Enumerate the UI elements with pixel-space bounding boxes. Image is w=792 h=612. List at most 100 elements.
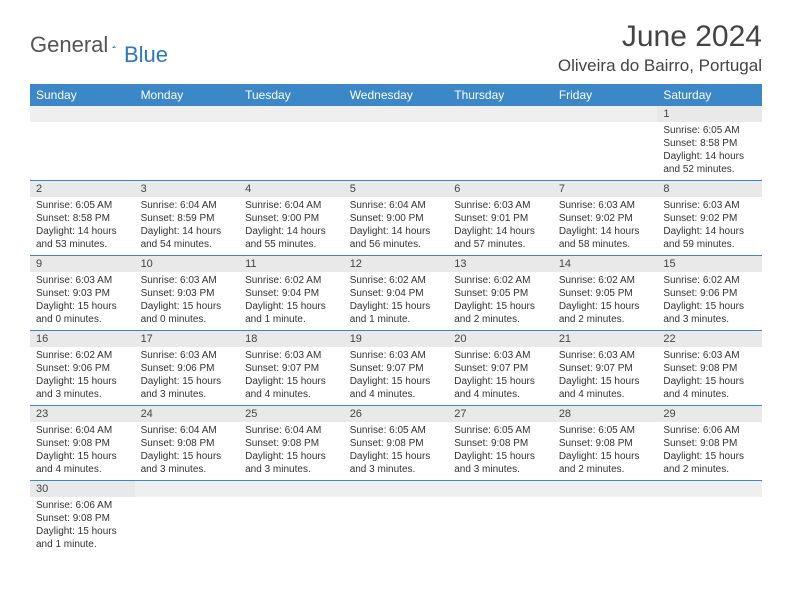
daylight-text: Daylight: 15 hours and 1 minute. [245,300,338,326]
day-details: Sunrise: 6:06 AMSunset: 9:08 PMDaylight:… [657,422,762,480]
day-details: Sunrise: 6:03 AMSunset: 9:02 PMDaylight:… [553,197,658,255]
day-number: 28 [553,406,658,422]
daylight-text: Daylight: 15 hours and 4 minutes. [36,450,129,476]
calendar-day-cell [448,481,553,556]
day-number [553,106,658,122]
day-number: 26 [344,406,449,422]
day-number [344,481,449,497]
day-number: 27 [448,406,553,422]
daylight-text: Daylight: 15 hours and 4 minutes. [663,375,756,401]
daylight-text: Daylight: 15 hours and 4 minutes. [454,375,547,401]
day-details: Sunrise: 6:04 AMSunset: 9:08 PMDaylight:… [239,422,344,480]
calendar-week-row: 30Sunrise: 6:06 AMSunset: 9:08 PMDayligh… [30,481,762,556]
calendar-day-cell: 5Sunrise: 6:04 AMSunset: 9:00 PMDaylight… [344,181,449,256]
sunrise-text: Sunrise: 6:05 AM [454,424,547,437]
calendar-day-cell: 16Sunrise: 6:02 AMSunset: 9:06 PMDayligh… [30,331,135,406]
logo-text-blue: Blue [124,42,168,68]
sunrise-text: Sunrise: 6:04 AM [350,199,443,212]
sunset-text: Sunset: 8:58 PM [36,212,129,225]
sunset-text: Sunset: 9:02 PM [559,212,652,225]
day-number: 11 [239,256,344,272]
calendar-day-cell [239,106,344,181]
sunrise-text: Sunrise: 6:03 AM [350,349,443,362]
daylight-text: Daylight: 14 hours and 57 minutes. [454,225,547,251]
sunset-text: Sunset: 9:05 PM [454,287,547,300]
day-number: 19 [344,331,449,347]
day-number: 7 [553,181,658,197]
day-details: Sunrise: 6:02 AMSunset: 9:06 PMDaylight:… [657,272,762,330]
sunset-text: Sunset: 9:08 PM [663,437,756,450]
day-number [135,106,240,122]
day-number [135,481,240,497]
day-number: 4 [239,181,344,197]
day-number: 2 [30,181,135,197]
weekday-header: Thursday [448,84,553,106]
day-number [657,481,762,497]
logo-text-general: General [30,32,108,58]
day-number: 9 [30,256,135,272]
calendar-day-cell: 26Sunrise: 6:05 AMSunset: 9:08 PMDayligh… [344,406,449,481]
daylight-text: Daylight: 15 hours and 3 minutes. [141,450,234,476]
day-details: Sunrise: 6:04 AMSunset: 8:59 PMDaylight:… [135,197,240,255]
day-number: 21 [553,331,658,347]
sunrise-text: Sunrise: 6:03 AM [663,349,756,362]
sunset-text: Sunset: 9:05 PM [559,287,652,300]
sunrise-text: Sunrise: 6:03 AM [141,274,234,287]
sunset-text: Sunset: 9:02 PM [663,212,756,225]
day-number: 12 [344,256,449,272]
day-details: Sunrise: 6:04 AMSunset: 9:00 PMDaylight:… [239,197,344,255]
sunset-text: Sunset: 9:07 PM [454,362,547,375]
daylight-text: Daylight: 15 hours and 0 minutes. [141,300,234,326]
calendar-day-cell: 17Sunrise: 6:03 AMSunset: 9:06 PMDayligh… [135,331,240,406]
day-number [448,106,553,122]
day-number [30,106,135,122]
daylight-text: Daylight: 14 hours and 56 minutes. [350,225,443,251]
calendar-day-cell: 22 Sunrise: 6:03 AMSunset: 9:08 PMDayligh… [657,331,762,406]
calendar-day-cell: 19Sunrise: 6:03 AMSunset: 9:07 PMDayligh… [344,331,449,406]
sunset-text: Sunset: 9:00 PM [350,212,443,225]
sunset-text: Sunset: 8:58 PM [663,137,756,150]
daylight-text: Daylight: 14 hours and 53 minutes. [36,225,129,251]
sunrise-text: Sunrise: 6:04 AM [245,424,338,437]
sail-icon [112,35,116,53]
sunrise-text: Sunrise: 6:02 AM [559,274,652,287]
sunrise-text: Sunrise: 6:03 AM [245,349,338,362]
day-number: 22 [657,331,762,347]
calendar-week-row: 2Sunrise: 6:05 AMSunset: 8:58 PMDaylight… [30,181,762,256]
day-number: 14 [553,256,658,272]
sunset-text: Sunset: 9:06 PM [36,362,129,375]
calendar-day-cell [553,481,658,556]
sunset-text: Sunset: 9:08 PM [36,437,129,450]
daylight-text: Daylight: 15 hours and 3 minutes. [141,375,234,401]
daylight-text: Daylight: 15 hours and 4 minutes. [350,375,443,401]
sunrise-text: Sunrise: 6:02 AM [454,274,547,287]
day-details: Sunrise: 6:02 AMSunset: 9:04 PMDaylight:… [239,272,344,330]
calendar-table: Sunday Monday Tuesday Wednesday Thursday… [30,84,762,555]
daylight-text: Daylight: 14 hours and 52 minutes. [663,150,756,176]
day-number: 15 [657,256,762,272]
daylight-text: Daylight: 15 hours and 2 minutes. [559,450,652,476]
sunset-text: Sunset: 9:08 PM [663,362,756,375]
sunrise-text: Sunrise: 6:06 AM [36,499,129,512]
sunset-text: Sunset: 9:01 PM [454,212,547,225]
title-block: June 2024 Oliveira do Bairro, Portugal [558,20,762,76]
calendar-day-cell: 13Sunrise: 6:02 AMSunset: 9:05 PMDayligh… [448,256,553,331]
day-details: Sunrise: 6:03 AMSunset: 9:03 PMDaylight:… [135,272,240,330]
daylight-text: Daylight: 14 hours and 54 minutes. [141,225,234,251]
sunset-text: Sunset: 9:08 PM [350,437,443,450]
day-number: 1 [657,106,762,122]
calendar-week-row: 23Sunrise: 6:04 AMSunset: 9:08 PMDayligh… [30,406,762,481]
calendar-day-cell: 11Sunrise: 6:02 AMSunset: 9:04 PMDayligh… [239,256,344,331]
day-details: Sunrise: 6:06 AMSunset: 9:08 PMDaylight:… [30,497,135,555]
daylight-text: Daylight: 15 hours and 3 minutes. [350,450,443,476]
sunrise-text: Sunrise: 6:05 AM [36,199,129,212]
month-title: June 2024 [558,20,762,54]
day-number [239,481,344,497]
sunrise-text: Sunrise: 6:03 AM [559,349,652,362]
day-details: Sunrise: 6:04 AMSunset: 9:00 PMDaylight:… [344,197,449,255]
sunset-text: Sunset: 9:08 PM [141,437,234,450]
sunrise-text: Sunrise: 6:04 AM [245,199,338,212]
calendar-day-cell: 7Sunrise: 6:03 AMSunset: 9:02 PMDaylight… [553,181,658,256]
day-details: Sunrise: 6:05 AMSunset: 8:58 PMDaylight:… [30,197,135,255]
day-details: Sunrise: 6:05 AMSunset: 9:08 PMDaylight:… [448,422,553,480]
